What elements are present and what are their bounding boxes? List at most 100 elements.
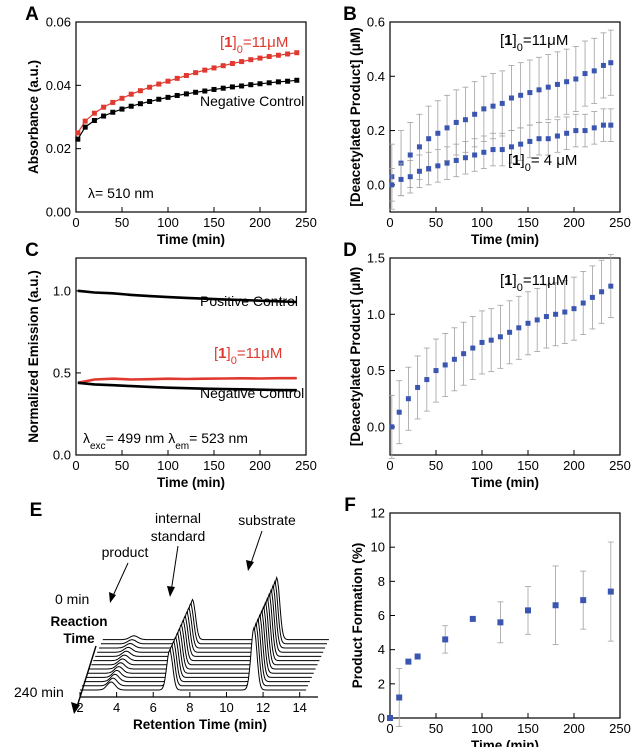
annotation-part: [ — [508, 152, 513, 169]
x-axis-label: Time (min) — [157, 232, 225, 247]
data-point — [147, 98, 153, 104]
y-tick-label: 1.5 — [367, 251, 385, 266]
annotation-part: 0 — [231, 355, 237, 367]
label-arrow — [170, 545, 179, 593]
annotation-part: [ — [500, 272, 505, 289]
y-axis-label: [Deacetylated Product] (μM) — [348, 267, 363, 446]
annotation-part: M — [556, 272, 569, 289]
data-point — [472, 111, 478, 117]
annotation-part: exc — [90, 441, 106, 452]
data-point — [553, 311, 559, 317]
y-tick-label: 0.5 — [367, 363, 385, 378]
x-tick-label: 200 — [563, 215, 585, 230]
data-point — [416, 144, 422, 150]
annotation-part: Negative Control — [200, 93, 304, 109]
data-point — [248, 57, 254, 63]
annotation-part: ] — [227, 345, 231, 362]
data-point — [499, 100, 505, 106]
data-point — [398, 176, 404, 182]
data-point — [183, 73, 189, 79]
data-point — [183, 91, 189, 97]
x-tick-label: 12 — [256, 700, 270, 715]
x-tick-label: 0 — [72, 458, 79, 473]
data-point — [554, 81, 560, 87]
reaction-time-start: 0 min — [55, 591, 89, 607]
data-point — [119, 95, 125, 101]
data-point — [266, 80, 272, 86]
data-point — [599, 289, 605, 295]
annotation-c-pos: Positive Control — [200, 293, 298, 309]
annotation-part: 1 — [504, 272, 512, 289]
data-point — [165, 78, 171, 84]
annotation-part: μ — [267, 34, 276, 51]
x-tick-label: 0 — [386, 215, 393, 230]
data-point — [389, 182, 395, 188]
data-point — [451, 356, 457, 362]
x-tick-label: 14 — [292, 700, 306, 715]
data-point — [257, 81, 263, 87]
data-point — [75, 130, 81, 136]
data-point — [591, 68, 597, 74]
y-tick-label: 0.00 — [46, 205, 71, 220]
arrowhead — [71, 702, 80, 714]
data-point — [407, 152, 413, 158]
data-point — [156, 81, 162, 87]
data-point — [202, 88, 208, 94]
annotation-part: M — [556, 32, 569, 49]
x-tick-label: 100 — [471, 458, 493, 473]
data-point — [389, 424, 395, 430]
panel-E: E 2 4 6 8 10 12 14 Retention Time (min) 0 min 240 … — [14, 500, 329, 732]
series-line — [77, 289, 297, 304]
data-point — [119, 106, 125, 112]
y-tick-label: 12 — [371, 506, 385, 521]
y-tick-label: 0.0 — [53, 448, 71, 463]
data-point — [508, 95, 514, 101]
y-axis-label: Absorbance (a.u.) — [26, 60, 41, 174]
x-tick-label: 50 — [429, 721, 443, 736]
data-point — [518, 92, 524, 98]
data-point — [571, 306, 577, 312]
data-point — [82, 118, 88, 124]
data-point — [582, 128, 588, 134]
data-point — [407, 174, 413, 180]
annotation-part: substrate — [238, 512, 296, 528]
data-point — [220, 85, 226, 91]
x-tick-label: 250 — [609, 215, 631, 230]
data-point — [444, 160, 450, 166]
annotation-a-red: [1]0=11μM — [220, 34, 288, 56]
data-point — [462, 117, 468, 123]
plot-frame — [389, 21, 621, 213]
data-point — [110, 99, 116, 105]
data-point — [128, 103, 134, 109]
label-arrow — [249, 530, 263, 567]
x-tick-label: 50 — [115, 458, 129, 473]
annotation-b-4: [1]0= 4 μM — [508, 152, 577, 174]
panel-A: 0 50 100 150 200 250 0.00 0.02 0.04 0.06 Time (min… — [25, 4, 317, 247]
x-tick-label: 0 — [72, 215, 79, 230]
annotation-part: 0 — [517, 42, 523, 54]
data-point — [91, 110, 97, 116]
data-point — [453, 157, 459, 163]
annotation-part: ] — [521, 152, 525, 169]
reaction-time-arrow — [75, 645, 97, 711]
panel-letter-E: E — [30, 500, 43, 521]
x-tick-label: 150 — [517, 215, 539, 230]
y-axis-label: [Deacetylated Product] (μM) — [348, 27, 363, 206]
data-point — [424, 377, 430, 383]
annotation-part: [ — [220, 34, 225, 51]
x-tick-label: 50 — [429, 215, 443, 230]
x-tick-label: 250 — [609, 458, 631, 473]
data-point — [490, 147, 496, 153]
annotation-part: = 499 nm λ — [106, 430, 176, 446]
data-point — [591, 125, 597, 131]
data-point — [82, 124, 88, 130]
data-point — [387, 715, 393, 721]
data-point — [128, 91, 134, 97]
annotation-part: λ — [83, 430, 90, 446]
data-point — [266, 54, 272, 60]
data-point — [193, 70, 199, 76]
annotation-b-11: [1]0=11μM — [500, 32, 568, 54]
x-tick-label: 50 — [115, 215, 129, 230]
annotation-part: 0 — [237, 44, 243, 56]
